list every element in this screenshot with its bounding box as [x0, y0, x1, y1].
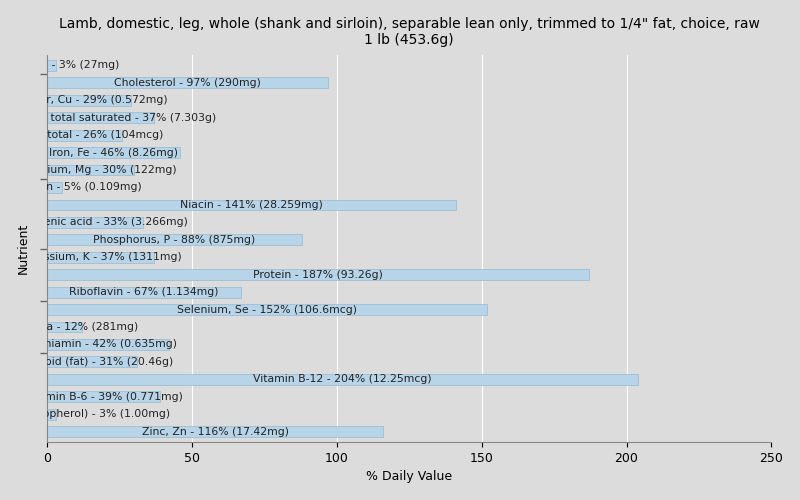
Text: Pantothenic acid - 33% (3.266mg): Pantothenic acid - 33% (3.266mg) [2, 218, 188, 228]
Text: Fatty acids, total saturated - 37% (7.303g): Fatty acids, total saturated - 37% (7.30… [0, 112, 216, 122]
Bar [47, 130, 122, 140]
Text: Iron, Fe - 46% (8.26mg): Iron, Fe - 46% (8.26mg) [49, 148, 178, 158]
Text: Protein - 187% (93.26g): Protein - 187% (93.26g) [253, 270, 383, 280]
Text: Folate, total - 26% (104mcg): Folate, total - 26% (104mcg) [6, 130, 163, 140]
Bar [47, 270, 589, 280]
Text: Copper, Cu - 29% (0.572mg): Copper, Cu - 29% (0.572mg) [10, 96, 167, 106]
Text: Magnesium, Mg - 30% (122mg): Magnesium, Mg - 30% (122mg) [5, 165, 176, 175]
Text: Phosphorus, P - 88% (875mg): Phosphorus, P - 88% (875mg) [94, 235, 256, 245]
Text: Sodium, Na - 12% (281mg): Sodium, Na - 12% (281mg) [0, 322, 138, 332]
Text: Cholesterol - 97% (290mg): Cholesterol - 97% (290mg) [114, 78, 261, 88]
Bar [47, 252, 154, 262]
Bar [47, 426, 383, 437]
Bar [47, 374, 638, 384]
Bar [47, 217, 142, 228]
Text: Calcium, Ca - 3% (27mg): Calcium, Ca - 3% (27mg) [0, 60, 119, 70]
Bar [47, 147, 180, 158]
Bar [47, 182, 62, 193]
Text: Thiamin - 42% (0.635mg): Thiamin - 42% (0.635mg) [38, 340, 178, 349]
Text: Selenium, Se - 152% (106.6mcg): Selenium, Se - 152% (106.6mcg) [178, 304, 358, 314]
Bar [47, 60, 56, 71]
Bar [47, 392, 160, 402]
Text: Riboflavin - 67% (1.134mg): Riboflavin - 67% (1.134mg) [70, 287, 219, 297]
Text: Vitamin B-12 - 204% (12.25mcg): Vitamin B-12 - 204% (12.25mcg) [254, 374, 432, 384]
Text: Total lipid (fat) - 31% (20.46g): Total lipid (fat) - 31% (20.46g) [10, 357, 174, 367]
Bar [47, 164, 134, 175]
Text: Niacin - 141% (28.259mg): Niacin - 141% (28.259mg) [180, 200, 322, 210]
Bar [47, 286, 241, 298]
Bar [47, 356, 137, 368]
Bar [47, 112, 154, 123]
Bar [47, 304, 487, 315]
Bar [47, 200, 455, 210]
Bar [47, 339, 169, 350]
Bar [47, 78, 328, 88]
X-axis label: % Daily Value: % Daily Value [366, 470, 452, 484]
Y-axis label: Nutrient: Nutrient [17, 223, 30, 274]
Text: Zinc, Zn - 116% (17.42mg): Zinc, Zn - 116% (17.42mg) [142, 426, 289, 436]
Bar [47, 409, 56, 420]
Bar [47, 95, 131, 106]
Bar [47, 322, 82, 332]
Text: Vitamin B-6 - 39% (0.771mg): Vitamin B-6 - 39% (0.771mg) [24, 392, 183, 402]
Text: Manganese, Mn - 5% (0.109mg): Manganese, Mn - 5% (0.109mg) [0, 182, 142, 192]
Title: Lamb, domestic, leg, whole (shank and sirloin), separable lean only, trimmed to : Lamb, domestic, leg, whole (shank and si… [58, 16, 760, 47]
Text: Vitamin E (alpha-tocopherol) - 3% (1.00mg): Vitamin E (alpha-tocopherol) - 3% (1.00m… [0, 409, 170, 419]
Text: Potassium, K - 37% (1311mg): Potassium, K - 37% (1311mg) [20, 252, 182, 262]
Bar [47, 234, 302, 245]
